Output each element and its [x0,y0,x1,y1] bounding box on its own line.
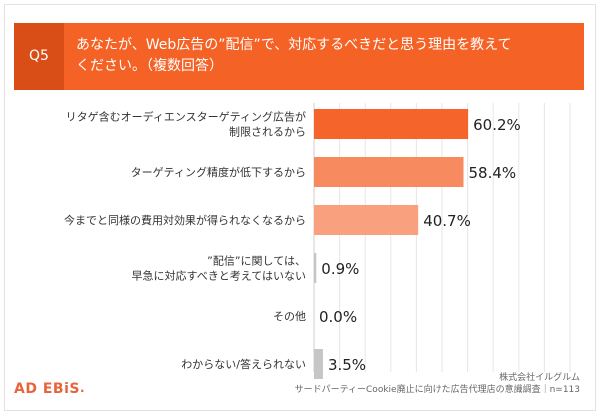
category-label: その他 [273,310,306,323]
chart-frame [4,4,596,411]
category-label: ターゲティング精度が低下するから [131,165,306,179]
data-label: 58.4% [469,164,517,182]
data-label: 40.7% [423,212,471,230]
source-note: 株式会社イルグルム サードパーティーCookie廃止に向けた広告代理店の意識調査… [295,372,580,396]
bar [314,349,323,379]
bar [314,109,469,139]
bar [314,205,419,235]
question-text-line-2: ください。（複数回答） [76,58,223,74]
question-text: あなたが、Web広告の”配信”で、対応するべきだと思う理由を教えて ください。（… [76,35,576,77]
question-number-badge: Q5 [14,23,64,90]
question-text-line-1: あなたが、Web広告の”配信”で、対応するべきだと思う理由を教えて [76,37,512,53]
brand-logo-text: AD EBiS [14,381,80,397]
question-header: Q5 あなたが、Web広告の”配信”で、対応するべきだと思う理由を教えて くださ… [14,23,584,90]
source-company: 株式会社イルグルム [499,373,580,383]
brand-logo: AD EBiS. [14,381,85,397]
category-label: 今までと同様の費用対効果が得られなくなるから [64,213,306,227]
category-label: リタゲ含むオーディエンスターゲティング広告が [66,110,306,124]
category-label: わからない/答えられない [181,357,306,371]
source-survey: サードパーティーCookie廃止に向けた広告代理店の意識調査｜n=113 [294,385,580,395]
category-label: 制限されるから [229,126,306,139]
category-label: 早急に対応すべきと考えてはいない [132,269,306,283]
bar [314,253,317,283]
data-label: 60.2% [473,116,521,134]
category-label: ”配信”に関しては、 [207,255,306,268]
data-label: 0.9% [321,260,359,278]
brand-logo-dot: . [79,381,86,395]
data-label: 0.0% [319,308,357,326]
bar [314,157,464,187]
data-label: 3.5% [328,356,366,374]
